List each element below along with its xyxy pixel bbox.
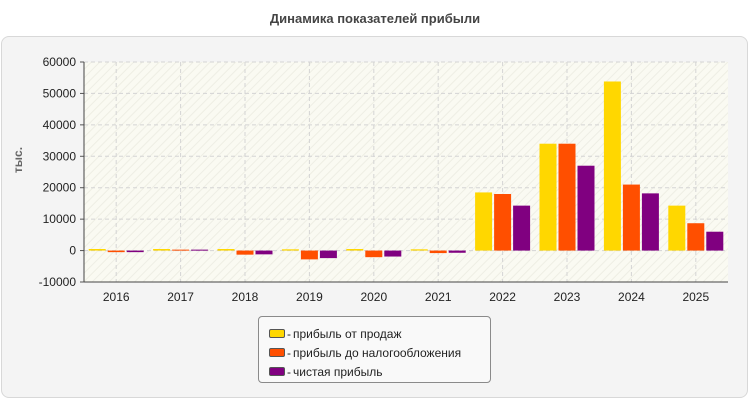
- legend-dash: -: [287, 364, 291, 379]
- x-tick-label: 2021: [425, 290, 452, 304]
- y-tick-label: 10000: [43, 212, 77, 226]
- bar: [429, 250, 447, 254]
- bar: [410, 249, 428, 251]
- bar: [281, 249, 299, 251]
- bar: [513, 205, 531, 251]
- bar: [668, 205, 686, 251]
- y-tick-label: 30000: [43, 149, 77, 163]
- x-tick-label: 2017: [167, 290, 194, 304]
- bar: [126, 250, 144, 253]
- bar: [365, 250, 383, 258]
- bar: [641, 193, 659, 251]
- bar: [88, 249, 106, 251]
- x-tick-label: 2022: [489, 290, 516, 304]
- legend-dash: -: [287, 345, 291, 360]
- x-tick-label: 2024: [618, 290, 645, 304]
- legend-dash: -: [287, 326, 291, 341]
- y-tick-label: 40000: [43, 118, 77, 132]
- legend-label: чистая прибыль: [293, 364, 383, 379]
- legend-label: прибыль от продаж: [293, 326, 402, 341]
- legend-label: прибыль до налогообложения: [293, 345, 462, 360]
- y-tick-label: 20000: [43, 181, 77, 195]
- x-tick-label: 2020: [360, 290, 387, 304]
- bar: [687, 223, 705, 251]
- bar: [603, 81, 621, 251]
- legend-swatch-pretax-profit: [269, 348, 285, 357]
- bar: [558, 143, 576, 251]
- x-tick-label: 2019: [296, 290, 323, 304]
- chart-title: Динамика показателей прибыли: [269, 11, 481, 26]
- bar: [346, 249, 364, 251]
- x-tick-label: 2016: [103, 290, 130, 304]
- bar: [107, 250, 125, 253]
- bar: [448, 250, 466, 253]
- y-tick-label: 50000: [43, 86, 77, 100]
- bar: [300, 250, 318, 260]
- legend-swatch-sales-profit: [269, 329, 285, 338]
- chart-legend: - прибыль от продаж - прибыль до налогоо…: [258, 316, 491, 383]
- x-tick-label: 2023: [554, 290, 581, 304]
- bar: [217, 249, 235, 251]
- y-tick-label: -10000: [39, 275, 77, 289]
- y-axis-label: тыс.: [11, 147, 25, 173]
- bar: [172, 249, 190, 251]
- legend-item: - чистая прибыль: [269, 362, 490, 381]
- bar: [577, 165, 595, 251]
- bar: [475, 192, 493, 251]
- y-tick-label: 0: [69, 244, 76, 258]
- x-tick-label: 2025: [682, 290, 709, 304]
- bar: [236, 250, 254, 255]
- bar: [191, 249, 209, 251]
- bar: [706, 231, 724, 251]
- y-tick-label: 60000: [43, 55, 77, 69]
- bar: [622, 184, 640, 251]
- bar: [539, 143, 557, 251]
- legend-swatch-net-profit: [269, 367, 285, 376]
- legend-item: - прибыль до налогообложения: [269, 343, 490, 362]
- bar: [153, 249, 171, 251]
- x-tick-label: 2018: [232, 290, 259, 304]
- legend-item: - прибыль от продаж: [269, 324, 490, 343]
- bar: [255, 250, 273, 255]
- bar: [319, 250, 337, 259]
- bar: [384, 250, 402, 257]
- bar: [494, 194, 512, 251]
